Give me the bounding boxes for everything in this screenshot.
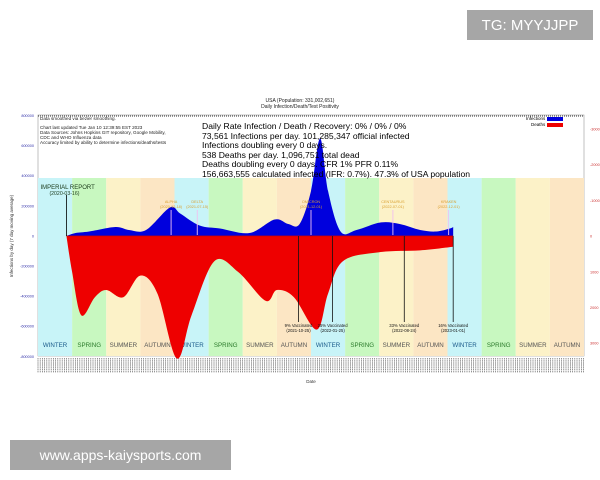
event-label: OMICRON — [302, 200, 321, 204]
season-label: AUTUMN — [417, 342, 443, 349]
season-label: AUTUMN — [144, 342, 170, 349]
season-band — [549, 178, 584, 356]
note-line: Data Sources: Johns Hopkins GIT reposito… — [40, 130, 166, 135]
note-line: Accuracy limited by ability to determine… — [40, 140, 167, 145]
event-label: IMPERIAL REPORT — [40, 185, 95, 191]
vaccination-date: (2022-08-24) — [392, 328, 417, 333]
y2-tick-label: -3000 — [590, 128, 600, 132]
y-tick-label: -400000 — [20, 295, 34, 299]
season-label: SUMMER — [383, 342, 411, 349]
y2-tick-label: -1000 — [590, 199, 600, 203]
event-date: (2022-07-01) — [382, 205, 405, 209]
chart-legend: Infections Deaths — [526, 116, 564, 128]
stats-block: Daily Rate Infection / Death / Recovery:… — [202, 121, 471, 180]
note-line: Data smoothed via bezier smoothing. — [40, 116, 116, 121]
subtitle-line: Daily Infection/Death/Test Positivity — [261, 104, 339, 110]
season-label: WINTER — [316, 342, 341, 349]
x-axis-label: Date — [306, 379, 316, 384]
y2-tick-label: 1000 — [590, 270, 598, 274]
y2-tick-label: 3000 — [590, 342, 598, 346]
season-label: SPRING — [350, 342, 374, 349]
event-date: (2022-12-01) — [438, 205, 461, 209]
vaccination-date: (2021-10-25) — [286, 328, 311, 333]
y-tick-label: 800000 — [21, 114, 34, 118]
y-tick-label: 0 — [32, 234, 34, 238]
stat-line: 73,561 Infections per day. 101,285,347 o… — [202, 130, 410, 141]
event-label: CENTAURUS — [381, 200, 405, 204]
chart-title: USA (Population: 331,002,651) Daily Infe… — [0, 98, 600, 110]
event-label: ALPHA — [165, 200, 178, 204]
stat-line: Infections doubling every 0 days. — [202, 140, 328, 151]
legend-swatch — [547, 122, 564, 127]
stat-line: 538 Deaths per day. 1,096,751 total dead — [202, 149, 360, 160]
season-label: WINTER — [452, 342, 477, 349]
vaccination-label: 16% Vaccinated — [438, 323, 469, 328]
season-label: SUMMER — [246, 342, 274, 349]
watermark-bottom: www.apps-kaiysports.com — [10, 440, 231, 470]
season-label: WINTER — [43, 342, 68, 349]
title-line: USA (Population: 331,002,651) — [265, 98, 335, 104]
event-date: (2021-12-01) — [300, 205, 323, 209]
event-date: (2020-12-18) — [160, 205, 183, 209]
season-band — [413, 178, 448, 356]
y2-tick-label: 0 — [590, 235, 592, 239]
legend-label: Deaths — [531, 122, 546, 127]
y-tick-label: -600000 — [20, 325, 34, 329]
y-tick-label: -800000 — [20, 355, 34, 359]
y-tick-label: 200000 — [21, 204, 34, 208]
y-tick-label: 600000 — [21, 144, 34, 148]
stat-line: Daily Rate Infection / Death / Recovery:… — [202, 121, 407, 131]
legend-label: Infections — [526, 116, 546, 121]
vaccination-label: 25% Vaccinated — [318, 323, 349, 328]
legend-infections: Infections — [526, 116, 564, 122]
season-label: AUTUMN — [281, 342, 307, 349]
legend-swatch — [547, 116, 564, 121]
y-tick-label: -200000 — [20, 265, 34, 269]
watermark-top: TG: MYYJJPP — [467, 10, 593, 40]
vaccination-label: 33% Vaccinated — [389, 323, 420, 328]
chart-notes: Data smoothed via bezier smoothing. Char… — [40, 116, 166, 145]
stat-line: Deaths doubling every 0 days. CFR 1% PFR… — [202, 159, 399, 170]
season-band — [515, 178, 550, 356]
season-label: SUMMER — [110, 342, 138, 349]
season-label: WINTER — [179, 342, 204, 349]
season-band — [345, 178, 380, 356]
event-date: (2021-07-15) — [186, 205, 209, 209]
y2-tick-label: 2000 — [590, 306, 598, 310]
season-band — [38, 178, 73, 356]
season-label: AUTUMN — [554, 342, 580, 349]
event-label: KRAKEN — [441, 200, 457, 204]
season-label: SPRING — [214, 342, 238, 349]
season-band — [481, 178, 516, 356]
season-label: SPRING — [77, 342, 101, 349]
series-deaths-area — [66, 236, 454, 359]
y2-tick-label: -2000 — [590, 163, 600, 167]
vaccination-date: (2022-01-25) — [321, 328, 346, 333]
y-axis-label: Infections by day (7 day moving average) — [9, 194, 14, 277]
season-band — [379, 178, 414, 356]
season-label: SPRING — [487, 342, 511, 349]
legend-deaths: Deaths — [526, 122, 564, 128]
event-date: (2020-03-16) — [49, 191, 79, 197]
season-label: SUMMER — [519, 342, 547, 349]
y-tick-label: 400000 — [21, 174, 34, 178]
note-line: Chart last updated Tue Jan 10 12:39:55 E… — [40, 125, 143, 130]
vaccination-date: (2023-01-01) — [441, 328, 466, 333]
event-label: DELTA — [191, 200, 203, 204]
note-line: CDC and WHO Influenza data — [40, 135, 102, 140]
stat-line: 156,663,555 calculated infected (IFR: 0.… — [202, 168, 471, 179]
vaccination-label: 9% Vaccinated — [285, 323, 313, 328]
